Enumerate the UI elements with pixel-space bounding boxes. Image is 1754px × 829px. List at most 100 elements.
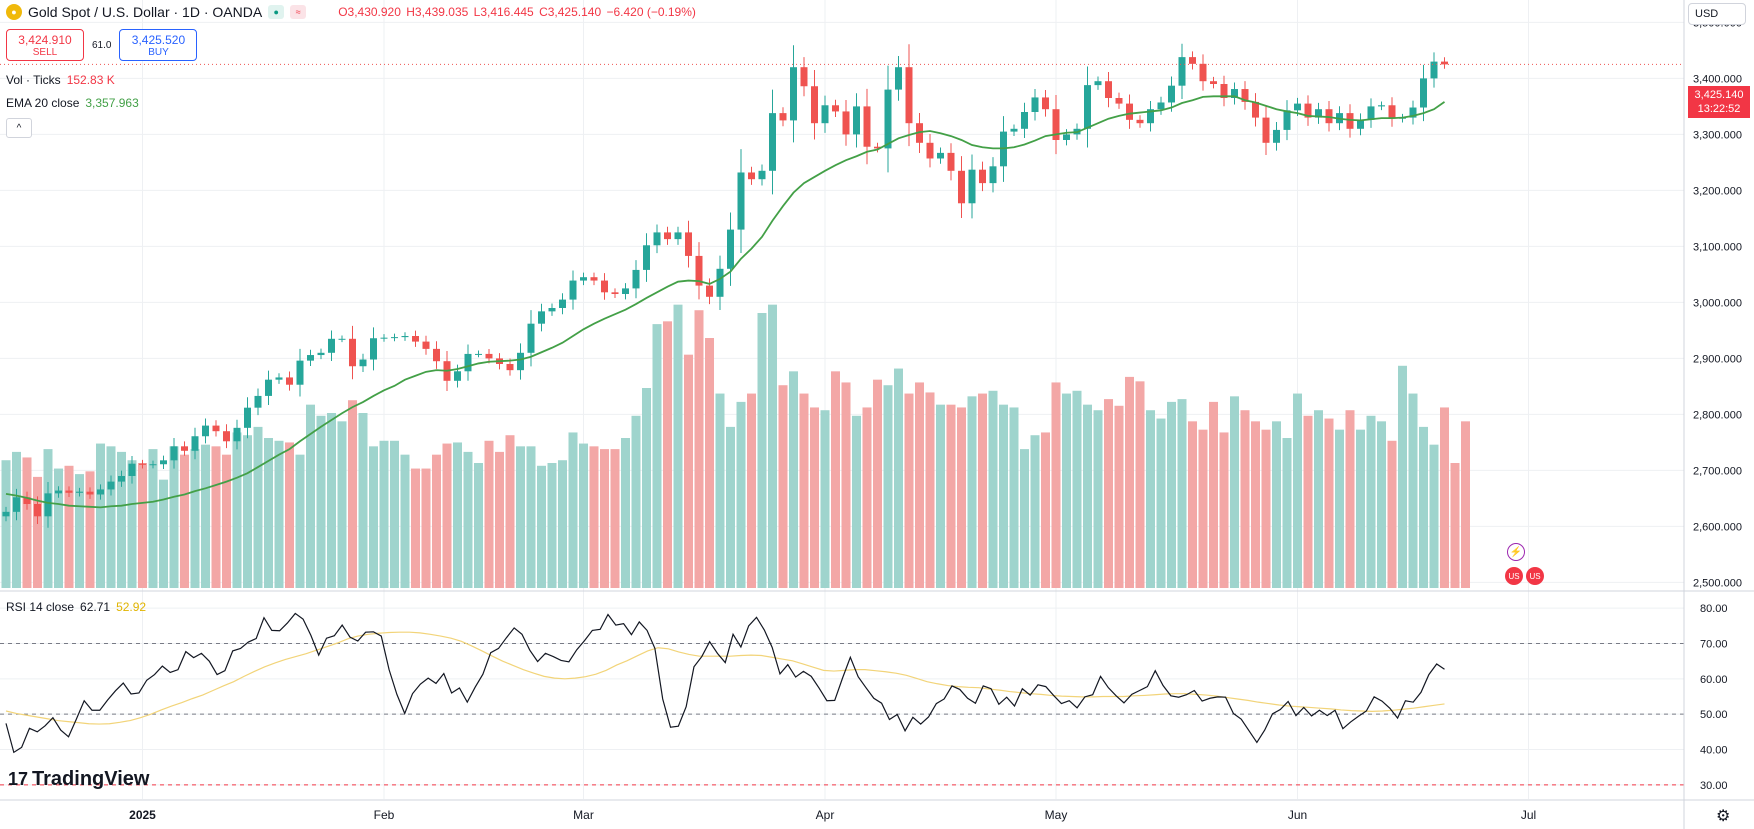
- candle-body: [254, 395, 262, 408]
- candle-body: [958, 170, 965, 204]
- volume-bar: [1366, 415, 1376, 588]
- candle-body: [44, 493, 52, 517]
- price-tick-label: 2,700.000: [1693, 465, 1742, 477]
- ema-legend[interactable]: EMA 20 close 3,357.963: [6, 96, 139, 110]
- currency-button[interactable]: USD: [1688, 3, 1746, 25]
- volume-bar: [1230, 396, 1239, 588]
- candle-body: [1346, 113, 1354, 129]
- candle-body: [475, 353, 482, 355]
- us-flag-icon-2[interactable]: US: [1526, 567, 1544, 585]
- volume-bar: [736, 401, 746, 588]
- candle-body: [107, 481, 115, 490]
- buy-button[interactable]: 3,425.520 BUY: [119, 29, 198, 61]
- volume-bar: [988, 390, 998, 588]
- rsi-ma-value: 52.92: [116, 600, 147, 614]
- candle-body: [1052, 109, 1060, 140]
- candle-body: [160, 460, 167, 465]
- candle-body: [370, 338, 377, 360]
- volume-bar: [1104, 399, 1113, 588]
- volume-bar: [211, 446, 221, 588]
- candle-body: [223, 431, 230, 442]
- volume-bar: [936, 404, 945, 588]
- candle-body: [517, 352, 524, 371]
- candle-body: [580, 277, 587, 281]
- volume-bar: [337, 421, 347, 588]
- volume-bar: [411, 468, 420, 588]
- candle-body: [97, 489, 104, 495]
- candle-body: [485, 353, 493, 359]
- candle-body: [412, 336, 419, 342]
- candle-body: [422, 341, 430, 349]
- time-tick-label: Jul: [1521, 808, 1536, 822]
- candle-body: [1210, 81, 1217, 84]
- volume-bar: [747, 393, 756, 588]
- candle-body: [1441, 61, 1448, 65]
- volume-bar: [96, 443, 105, 588]
- open-value: O3,430.920: [338, 5, 401, 19]
- gold-coin-icon: ●: [6, 4, 22, 20]
- volume-bar: [1030, 435, 1040, 588]
- volume-bar: [526, 446, 536, 588]
- rsi-tick-label: 30.00: [1700, 780, 1728, 792]
- rsi-ma-line: [5, 631, 1445, 725]
- candle-body: [695, 255, 703, 286]
- sell-button[interactable]: 3,424.910 SELL: [6, 29, 84, 61]
- volume-bar: [285, 442, 294, 588]
- candle-body: [1136, 119, 1144, 124]
- candle-body: [2, 511, 10, 517]
- candle-body: [1021, 112, 1028, 129]
- candle-body: [212, 425, 220, 432]
- candle-body: [317, 352, 325, 356]
- brand-name: TradingView: [32, 768, 150, 790]
- volume-bar: [1020, 449, 1029, 588]
- volume-bar: [316, 415, 326, 588]
- tradingview-logo[interactable]: 17 TradingView: [8, 768, 149, 791]
- gear-icon[interactable]: ⚙: [1716, 808, 1731, 825]
- last-price: 3,425.140: [1694, 89, 1744, 101]
- volume-bar: [652, 324, 662, 588]
- symbol-title[interactable]: Gold Spot / U.S. Dollar · 1D · OANDA: [28, 4, 263, 20]
- volume-bar: [1251, 421, 1260, 588]
- collapse-legend-button[interactable]: ^: [6, 118, 32, 138]
- us-flag-icon[interactable]: US: [1505, 567, 1523, 585]
- candle-body: [1157, 102, 1165, 110]
- candle-body: [905, 67, 913, 124]
- volume-bar: [1009, 407, 1019, 588]
- volume-bar: [841, 382, 851, 588]
- lightning-icon[interactable]: ⚡: [1507, 543, 1525, 561]
- volume-bar: [862, 407, 872, 588]
- high-value: H3,439.035: [406, 5, 469, 19]
- dot-icon[interactable]: ●: [268, 5, 285, 19]
- candle-body: [359, 359, 367, 367]
- candle-body: [1273, 129, 1280, 143]
- volume-bar: [505, 435, 515, 588]
- volume-bar: [925, 392, 935, 588]
- volume-bar: [1177, 399, 1187, 588]
- candle-body: [790, 67, 797, 121]
- volume-bar: [1419, 426, 1428, 588]
- rsi-tick-label: 40.00: [1700, 745, 1728, 757]
- volume-bar: [1461, 421, 1470, 588]
- buy-label: BUY: [148, 46, 169, 58]
- volume-bar: [684, 354, 693, 588]
- time-tick-label: 2025: [129, 808, 156, 822]
- price-tick-label: 3,100.000: [1693, 241, 1742, 253]
- volume-bar: [1135, 381, 1145, 588]
- volume-bar: [999, 404, 1008, 588]
- candle-body: [506, 364, 514, 371]
- candle-body: [653, 232, 661, 246]
- volume-legend[interactable]: Vol · Ticks 152.83 K: [6, 73, 115, 87]
- candle-body: [1084, 85, 1091, 129]
- approx-icon[interactable]: ≈: [290, 5, 307, 19]
- volume-bar: [22, 457, 32, 588]
- rsi-legend[interactable]: RSI 14 close 62.71 52.92: [6, 600, 146, 614]
- volume-bar: [558, 460, 567, 588]
- volume-bar: [117, 451, 126, 588]
- volume-bar: [904, 393, 914, 588]
- volume-bar: [715, 393, 725, 588]
- volume-bar: [621, 438, 630, 588]
- price-tick-label: 2,800.000: [1693, 409, 1742, 421]
- volume-bar: [1356, 429, 1365, 588]
- candle-body: [391, 337, 398, 339]
